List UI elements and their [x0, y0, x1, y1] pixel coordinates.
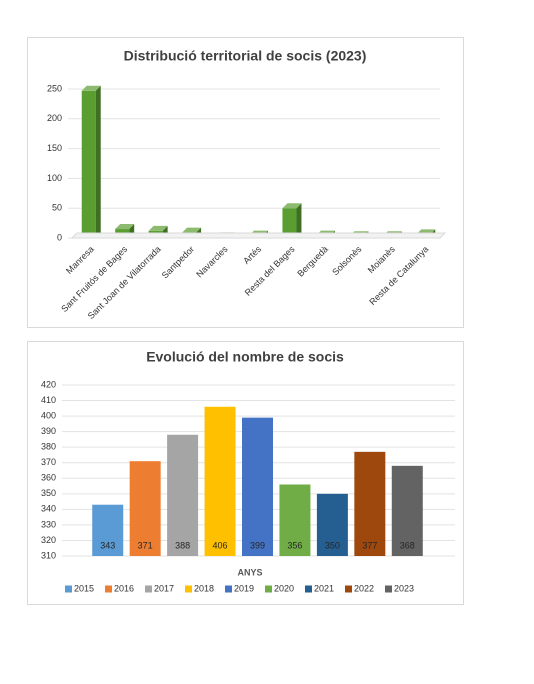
legend-swatch	[305, 585, 312, 593]
legend-swatch	[185, 585, 192, 593]
data-label: 388	[175, 540, 190, 550]
bar-side	[296, 203, 302, 238]
bar	[391, 465, 423, 556]
y-tick-label: 390	[41, 426, 56, 436]
bar-top	[148, 225, 168, 231]
y-tick-label: 250	[47, 83, 62, 93]
bar	[242, 417, 273, 556]
y-tick-label: 100	[47, 173, 62, 183]
legend-label: 2016	[114, 583, 134, 593]
y-tick-label: 330	[41, 519, 56, 529]
x-axis-label: ANYS	[237, 567, 262, 577]
legend-swatch	[105, 585, 112, 593]
bar	[279, 484, 311, 556]
legend-label: 2015	[74, 583, 94, 593]
y-tick-label: 410	[41, 395, 56, 405]
legend-label: 2021	[314, 583, 334, 593]
bar	[354, 451, 386, 556]
y-tick-label: 400	[41, 410, 56, 420]
y-tick-label: 200	[47, 113, 62, 123]
y-tick-label: 420	[41, 379, 56, 389]
y-tick-label: 340	[41, 504, 56, 514]
legend-swatch	[265, 585, 272, 593]
chart-title: Evolució del nombre de socis	[146, 349, 344, 365]
bar	[129, 461, 161, 556]
data-label: 368	[400, 540, 415, 550]
legend-label: 2023	[394, 583, 414, 593]
y-tick-label: 350	[41, 488, 56, 498]
bar-top	[115, 224, 135, 230]
data-label: 350	[325, 540, 340, 550]
floor	[70, 232, 447, 239]
y-tick-label: 360	[41, 473, 56, 483]
bar	[316, 493, 348, 556]
legend-swatch	[225, 585, 232, 593]
bar	[167, 434, 199, 556]
bar-side	[95, 85, 101, 239]
legend-label: 2018	[194, 583, 214, 593]
y-tick-label: 310	[41, 550, 56, 560]
bar-top	[81, 85, 101, 91]
y-tick-label: 380	[41, 442, 56, 452]
data-label: 406	[213, 540, 228, 550]
legend-swatch	[145, 585, 152, 593]
legend-label: 2020	[274, 583, 294, 593]
legend-swatch	[65, 585, 72, 593]
legend-label: 2022	[354, 583, 374, 593]
bar	[282, 208, 297, 238]
y-tick-label: 50	[52, 203, 62, 213]
bar	[81, 90, 96, 239]
bar-top	[182, 227, 202, 233]
data-label: 356	[287, 540, 302, 550]
legend-swatch	[345, 585, 352, 593]
data-label: 343	[100, 540, 115, 550]
legend-label: 2017	[154, 583, 174, 593]
bar-top	[282, 203, 302, 209]
legend-swatch	[385, 585, 392, 593]
data-label: 399	[250, 540, 265, 550]
y-tick-label: 0	[57, 232, 62, 242]
y-tick-label: 370	[41, 457, 56, 467]
bar	[204, 406, 236, 556]
legend-label: 2019	[234, 583, 254, 593]
y-tick-label: 320	[41, 535, 56, 545]
data-label: 371	[138, 540, 153, 550]
bar	[92, 504, 124, 556]
data-label: 377	[362, 540, 377, 550]
y-tick-label: 150	[47, 143, 62, 153]
chart-title: Distribució territorial de socis (2023)	[124, 48, 367, 64]
